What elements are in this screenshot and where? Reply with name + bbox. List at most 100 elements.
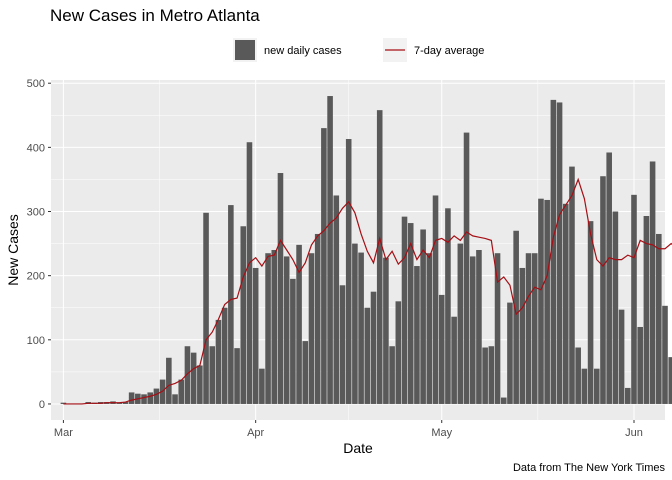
bar-daily-cases [618, 309, 625, 404]
bar-daily-cases [476, 250, 482, 404]
bar-daily-cases [612, 211, 619, 404]
plot-panel [51, 80, 665, 420]
bar-daily-cases [172, 394, 178, 404]
legend-swatch-bars [235, 40, 255, 60]
y-tick-label: 500 [27, 78, 45, 90]
y-axis-title: New Cases [5, 214, 21, 286]
bar-daily-cases [296, 244, 302, 404]
bar-daily-cases [457, 243, 464, 404]
bar-daily-cases [507, 302, 513, 404]
bar-daily-cases [488, 346, 495, 404]
bar-daily-cases [562, 203, 569, 404]
bar-daily-cases [345, 139, 352, 404]
bar-daily-cases [302, 341, 309, 404]
bar-daily-cases [656, 233, 662, 404]
bar-daily-cases [203, 212, 209, 404]
bar-daily-cases [259, 368, 265, 404]
bar-daily-cases [333, 195, 340, 404]
bar-daily-cases [606, 152, 612, 404]
bar-daily-cases [197, 365, 203, 404]
bar-daily-cases [550, 99, 557, 404]
y-tick-label: 400 [27, 142, 45, 154]
bar-daily-cases [438, 294, 445, 404]
bar-daily-cases [407, 223, 414, 404]
bar-daily-cases [60, 402, 67, 404]
y-tick-label: 100 [27, 335, 45, 347]
legend: new daily cases 7-day average [233, 38, 484, 62]
bar-daily-cases [128, 392, 135, 404]
bar-daily-cases [600, 176, 606, 404]
bar-daily-cases [414, 266, 420, 404]
seven-day-average-line [63, 177, 672, 405]
y-tick-label: 300 [27, 207, 45, 219]
y-tick-label: 200 [27, 271, 45, 283]
bar-daily-cases [240, 226, 247, 404]
bar-daily-cases [420, 229, 426, 404]
legend-label-line: 7-day average [414, 45, 484, 57]
bar-daily-cases [352, 243, 358, 404]
bar-daily-cases [308, 253, 315, 404]
bar-daily-cases [389, 346, 395, 404]
bar-daily-cases [246, 142, 253, 404]
bar-daily-cases [593, 368, 600, 404]
bar-daily-cases [141, 394, 147, 404]
bar-daily-cases [153, 388, 160, 404]
bar-daily-cases [463, 132, 470, 404]
bar-daily-cases [370, 291, 377, 404]
x-tick-label: Apr [247, 427, 264, 439]
bar-daily-cases [631, 194, 637, 404]
bar-daily-cases [513, 230, 519, 404]
bar-daily-cases [116, 402, 123, 404]
bar-daily-cases [395, 301, 402, 404]
bar-daily-cases [271, 250, 278, 404]
bar-daily-cases [519, 267, 526, 404]
bar-daily-cases [209, 346, 216, 404]
bar-daily-cases [184, 346, 191, 404]
bar-daily-cases [637, 326, 643, 404]
bar-daily-cases [321, 128, 327, 404]
bar-daily-cases [290, 278, 296, 404]
bar-daily-cases [544, 199, 550, 404]
bar-daily-cases [569, 166, 575, 404]
bar-daily-cases [581, 368, 588, 404]
bar-daily-cases [556, 102, 563, 404]
bar-series [60, 96, 672, 404]
bar-daily-cases [364, 307, 371, 404]
bar-daily-cases [500, 397, 507, 404]
bar-daily-cases [383, 257, 389, 404]
bar-daily-cases [649, 161, 656, 404]
bar-daily-cases [166, 357, 172, 404]
bar-daily-cases [283, 256, 290, 404]
bar-daily-cases [575, 347, 581, 404]
bar-daily-cases [215, 319, 222, 404]
bar-daily-cases [228, 205, 234, 404]
bar-daily-cases [624, 387, 631, 404]
bar-daily-cases [358, 252, 364, 404]
bar-daily-cases [432, 195, 439, 404]
x-tick-label: May [431, 427, 452, 439]
bar-daily-cases [190, 352, 197, 404]
bar-daily-cases [277, 173, 284, 404]
bar-daily-cases [494, 253, 501, 404]
bar-daily-cases [469, 256, 476, 404]
x-axis-title: Date [343, 440, 373, 456]
bar-daily-cases [314, 233, 321, 404]
bar-daily-cases [587, 221, 594, 404]
bar-daily-cases [252, 267, 259, 404]
bar-daily-cases [147, 392, 154, 404]
bar-daily-cases [122, 402, 129, 404]
bar-daily-cases [178, 379, 185, 404]
bar-daily-cases [643, 216, 650, 404]
bar-daily-cases [451, 316, 457, 404]
y-axis: 0 100 200 300 400 500 [27, 78, 51, 411]
bar-daily-cases [376, 110, 383, 404]
bar-daily-cases [668, 357, 672, 404]
bar-daily-cases [445, 208, 451, 404]
bar-daily-cases [531, 253, 538, 404]
legend-label-bars: new daily cases [264, 45, 342, 57]
x-tick-label: Jun [625, 427, 643, 439]
bar-daily-cases [221, 307, 228, 404]
chart-title: New Cases in Metro Atlanta [50, 6, 260, 25]
y-tick-label: 0 [39, 399, 45, 411]
